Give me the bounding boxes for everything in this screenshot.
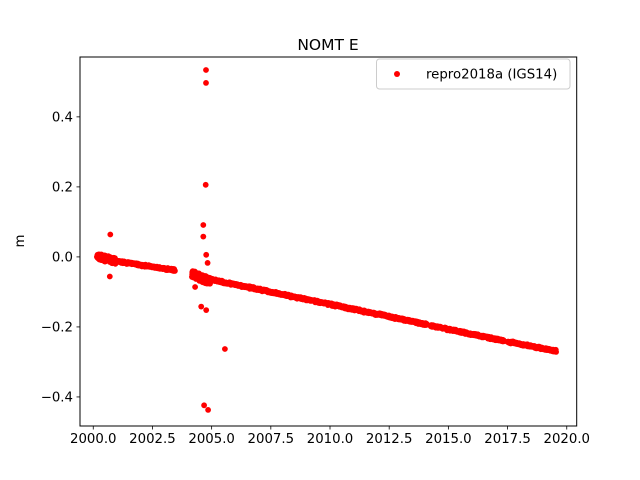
x-tick-label: 2002.5: [129, 432, 176, 447]
x-tick-label: 2005.0: [188, 432, 235, 447]
legend: repro2018a (IGS14): [376, 58, 571, 90]
data-point-outlier: [203, 307, 210, 313]
data-point-outlier: [202, 181, 209, 188]
data-point: [553, 349, 559, 355]
y-tick-label: −0.4: [41, 390, 73, 405]
data-point-outlier: [205, 407, 212, 413]
x-tick-label: 2000.0: [70, 432, 117, 447]
scatter-series: [94, 67, 559, 413]
data-point-outlier: [198, 303, 205, 310]
y-axis-label: m: [13, 235, 28, 248]
legend-box: [376, 58, 571, 90]
data-point-outlier: [203, 67, 209, 73]
legend-label: repro2018a (IGS14): [426, 68, 557, 83]
data-point-outlier: [200, 233, 207, 240]
x-tick-label: 2007.5: [248, 432, 295, 447]
x-tick-label: 2020.0: [543, 432, 590, 447]
x-axis-ticks: 2000.0 2002.5 2005.0 2007.5 2010.0 2012.5 2015…: [70, 426, 590, 447]
chart-title: NOMT E: [297, 36, 358, 54]
data-point-outlier: [201, 402, 208, 409]
data-point-outlier: [204, 260, 211, 266]
y-tick-label: 0.0: [52, 250, 73, 265]
data-point-outlier: [192, 284, 199, 290]
y-tick-label: 0.4: [52, 110, 73, 125]
legend-marker-icon: [394, 71, 400, 77]
y-tick-label: −0.2: [41, 320, 73, 335]
y-axis-ticks: 0.4 0.2 0.0 −0.2 −0.4: [41, 110, 80, 405]
x-tick-label: 2017.5: [484, 432, 531, 447]
data-point-outlier: [106, 273, 113, 280]
data-point-outlier: [107, 231, 114, 238]
x-tick-label: 2010.0: [307, 432, 354, 447]
data-point-outlier: [200, 222, 207, 228]
data-point: [172, 268, 178, 274]
data-point-outlier: [222, 346, 228, 352]
data-point-outlier: [203, 80, 209, 86]
y-tick-label: 0.2: [52, 180, 73, 195]
axes-frame: [79, 56, 578, 427]
data-point-outlier: [203, 251, 210, 258]
x-tick-label: 2012.5: [366, 432, 413, 447]
x-tick-label: 2015.0: [425, 432, 472, 447]
